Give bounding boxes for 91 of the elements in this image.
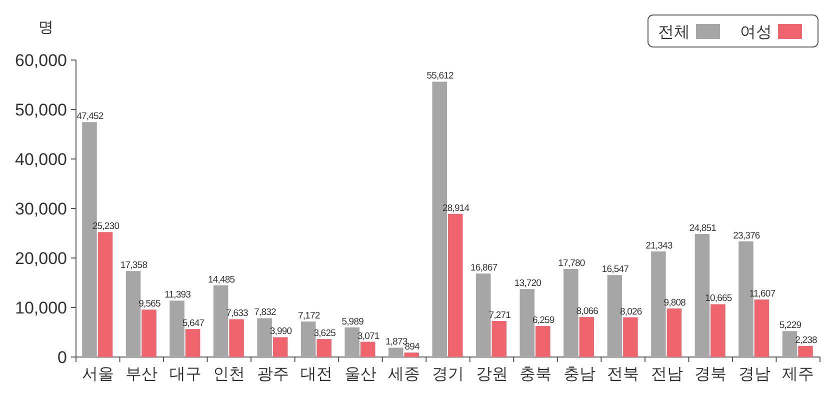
bar xyxy=(564,268,578,357)
bar xyxy=(300,322,316,357)
data-label: 3,071 xyxy=(357,330,380,342)
x-tick-label: 세종 xyxy=(388,366,420,383)
bar xyxy=(388,348,404,357)
data-label: 11,393 xyxy=(164,290,191,301)
data-label: 5,647 xyxy=(182,318,204,330)
data-label: 7,832 xyxy=(254,307,276,318)
x-tick-label: 대구 xyxy=(169,366,202,383)
data-label: 8,026 xyxy=(620,306,642,318)
legend-label: 여성 xyxy=(740,24,772,41)
x-tick-label: 전북 xyxy=(607,366,640,383)
bar xyxy=(272,337,288,357)
bar xyxy=(126,271,141,357)
bar xyxy=(623,317,638,357)
data-label: 6,259 xyxy=(532,315,554,326)
bar xyxy=(754,300,770,357)
y-tick-label: 0 xyxy=(58,348,67,367)
y-tick-label: 40,000 xyxy=(15,150,67,169)
x-tick-label: 광주 xyxy=(256,366,289,383)
data-label: 21,343 xyxy=(646,240,672,252)
bar xyxy=(476,274,491,357)
bar xyxy=(798,346,813,357)
bar xyxy=(170,300,184,357)
data-label: 7,172 xyxy=(298,310,320,322)
bar xyxy=(360,342,376,357)
data-label: 47,452 xyxy=(76,111,104,122)
bar xyxy=(607,275,622,357)
data-label: 894 xyxy=(404,342,420,353)
x-tick-label: 울산 xyxy=(344,366,376,383)
bar xyxy=(257,318,272,357)
bar xyxy=(782,331,798,357)
y-tick-label: 30,000 xyxy=(15,200,67,218)
data-label: 17,358 xyxy=(120,260,148,272)
x-tick-label: 충남 xyxy=(563,366,596,383)
bar xyxy=(579,317,594,357)
x-tick-label: 충북 xyxy=(520,366,552,383)
bar xyxy=(651,251,666,357)
data-label: 8,066 xyxy=(576,306,598,318)
y-tick-label: 20,000 xyxy=(15,249,67,268)
bar xyxy=(536,326,550,357)
bar xyxy=(404,352,419,357)
data-label: 3,990 xyxy=(270,326,292,338)
bar xyxy=(710,304,726,357)
bar xyxy=(448,214,463,357)
data-label: 10,665 xyxy=(705,293,732,304)
bar xyxy=(316,339,332,357)
data-label: 3,625 xyxy=(314,328,336,340)
data-label: 2,238 xyxy=(795,334,817,346)
x-tick-label: 부산 xyxy=(126,366,158,383)
y-axis-title: 명 xyxy=(38,19,54,36)
data-label: 55,612 xyxy=(426,70,454,82)
bar xyxy=(492,321,507,357)
bar xyxy=(520,289,535,357)
y-tick-label: 10,000 xyxy=(15,298,67,318)
bar xyxy=(213,285,228,357)
x-tick-label: 대전 xyxy=(300,366,333,383)
x-tick-label: 경기 xyxy=(432,366,464,383)
data-label: 1,873 xyxy=(385,336,408,348)
x-tick-label: 제주 xyxy=(782,366,814,383)
data-label: 9,565 xyxy=(138,298,161,310)
data-label: 5,989 xyxy=(342,316,364,328)
x-tick-label: 경남 xyxy=(738,366,770,383)
data-label: 25,230 xyxy=(92,221,120,232)
data-label: 23,376 xyxy=(733,230,760,242)
data-label: 11,607 xyxy=(749,288,776,300)
y-tick-label: 50,000 xyxy=(15,100,67,120)
data-label: 13,720 xyxy=(514,278,542,290)
data-label: 7,633 xyxy=(226,308,248,320)
x-tick-label: 서울 xyxy=(82,366,114,383)
bar xyxy=(185,329,200,357)
data-label: 9,808 xyxy=(664,297,686,308)
legend-label: 전체 xyxy=(658,24,690,41)
data-label: 5,229 xyxy=(779,320,802,332)
data-label: 16,547 xyxy=(602,264,629,276)
bar xyxy=(229,319,244,357)
data-label: 16,867 xyxy=(470,262,498,274)
y-tick-label: 60,000 xyxy=(15,51,67,70)
x-tick-label: 강원 xyxy=(476,366,508,383)
x-tick-label: 인천 xyxy=(213,366,246,383)
bar xyxy=(344,327,360,357)
bar xyxy=(142,310,156,357)
data-label: 24,851 xyxy=(689,222,716,234)
data-label: 17,780 xyxy=(558,258,585,269)
data-label: 7,271 xyxy=(488,310,511,322)
x-tick-label: 경북 xyxy=(694,366,727,383)
data-label: 28,914 xyxy=(442,202,470,214)
bar xyxy=(666,308,682,357)
data-label: 14,485 xyxy=(208,274,235,286)
x-tick-label: 전남 xyxy=(650,366,683,383)
bar xyxy=(98,232,113,357)
